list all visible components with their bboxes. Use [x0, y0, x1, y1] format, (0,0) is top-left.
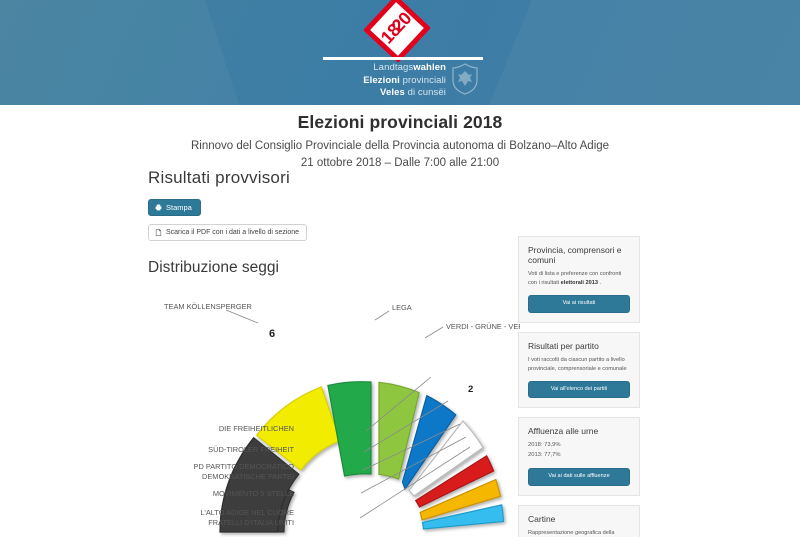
turnout-2013: 2013: 77,7% [528, 452, 561, 459]
card-description: I voti raccolti da ciascun partito a liv… [528, 356, 627, 372]
logo-line2-light: provinciali [399, 74, 446, 86]
print-button[interactable]: Stampa [148, 198, 201, 217]
logo-divider-rule [323, 57, 483, 60]
go-to-results-button[interactable]: Vai ai risultati [528, 295, 630, 313]
card-text-c: . [597, 280, 602, 287]
leader-pd [362, 423, 461, 471]
card-text-b: elettorali 2013 [560, 280, 598, 287]
seat-chart-svg: 15 6 4 3 2 2 1 1 1 [164, 302, 520, 533]
seat-label-stf: 2 [468, 384, 473, 395]
print-button-label: Stampa [166, 202, 192, 212]
turnout-2018: 2018: 73,9% [528, 442, 561, 449]
seat-label-freiheitlichen: 2 [444, 353, 449, 364]
callout-pd-line2: DEMOKRATISCHE PARTEI [202, 472, 294, 481]
site-logo[interactable]: 20 18 Landtagswahlen Elezioni provincial… [318, 0, 488, 103]
seat-label-aanc: 1 [493, 442, 498, 452]
card-affluenza-alle-urne: Affluenza alle urne 2018: 73,9% 2013: 77… [518, 417, 640, 496]
segment-lega[interactable] [327, 381, 372, 478]
go-to-turnout-button[interactable]: Vai ai dati sulle affluenze [528, 468, 630, 486]
leader-m5s [360, 436, 467, 494]
card-title: Affluenza alle urne [528, 426, 599, 437]
sidebar-cards: Provincia, comprensori e comuni Voti di … [518, 236, 640, 537]
card-text-a: Voti di lista e preferenze con confronti… [528, 271, 622, 287]
download-pdf-label: Scarica il PDF con i dati a livello di s… [166, 229, 300, 237]
seat-segments-group [219, 381, 505, 533]
seat-distribution-chart: 15 6 4 3 2 2 1 1 1 [148, 279, 520, 537]
results-column: Risultati provvisori Stampa Scarica il P… [148, 168, 520, 537]
callout-team-kollensperger: TEAM KÖLLENSPERGER [164, 302, 252, 311]
logo-line3-bold: Veles [380, 87, 405, 99]
segment-movimento-5-stelle[interactable] [419, 478, 502, 522]
callout-verdi: VERDI - GRÜNE - VERC [446, 322, 520, 331]
logo-wordmark: Landtagswahlen Elezioni provinciali Vele… [318, 62, 446, 100]
segment-alto-adige-nel-cuore[interactable] [421, 504, 505, 530]
logo-line1-light: Landtags [373, 62, 414, 73]
seat-label-verdi: 3 [406, 326, 412, 337]
callout-sued-tiroler-freiheit: SÜD-TIROLER FREIHEIT [208, 445, 294, 454]
leader-verdi [424, 326, 444, 339]
page-subtitle: Rinnovo del Consiglio Provinciale della … [0, 138, 800, 171]
printer-icon [155, 204, 162, 211]
document-icon [155, 229, 162, 237]
callout-aanc-line2: FRATELLI D'ITALIA UNITI [208, 518, 294, 527]
site-banner: 20 18 Landtagswahlen Elezioni provincial… [0, 0, 800, 105]
card-title: Provincia, comprensori e comuni [528, 245, 622, 265]
segment-pd[interactable] [414, 455, 495, 509]
logo-line3-light: di cunsëi [404, 87, 446, 99]
segment-team-kollensperger[interactable] [255, 386, 341, 472]
page-subtitle-line2: 21 ottobre 2018 – Dalle 7:00 alle 21:00 [300, 156, 500, 169]
leader-freiheitlichen [365, 376, 432, 432]
section-title: Risultati provvisori [148, 168, 290, 187]
card-provincia-comprensori-comuni: Provincia, comprensori e comuni Voti di … [518, 236, 640, 323]
callout-aanc-line1: L'ALTO ADIGE NEL CUORE [200, 508, 294, 517]
card-description: Rappresentazione geografica della distri… [528, 529, 615, 536]
card-title: Cartine [528, 513, 556, 524]
logo-line1-bold: wahlen [413, 62, 446, 73]
callout-lega: LEGA [392, 303, 412, 312]
seat-label-svp: 15 [209, 432, 221, 444]
leader-team [225, 309, 259, 324]
segment-sued-tiroler-freiheit[interactable] [408, 420, 484, 498]
banner-sheen-right [486, 0, 800, 105]
seat-label-lega: 4 [348, 312, 355, 324]
page-subtitle-line1: Rinnovo del Consiglio Provinciale della … [190, 140, 610, 152]
logo-line2-bold: Elezioni [363, 74, 400, 86]
leader-stf [363, 400, 449, 453]
callout-movimento-5-stelle: MOVIMENTO 5 STELLE [213, 489, 294, 498]
card-risultati-per-partito: Risultati per partito I voti raccolti da… [518, 331, 640, 409]
callout-die-freiheitlichen: DIE FREIHEITLICHEN [219, 424, 294, 433]
leader-lega [374, 310, 390, 321]
south-tyrol-eagle-crest-icon [452, 63, 478, 95]
callout-pd-line1: PD PARTITO DEMOCRATICO [194, 462, 295, 471]
segment-svp-body[interactable] [219, 437, 300, 533]
banner-sheen-left [0, 0, 247, 105]
page-title: Elezioni provinciali 2018 [297, 112, 503, 132]
card-cartine: Cartine Rappresentazione geografica dell… [518, 504, 640, 537]
seat-label-team: 6 [269, 328, 275, 340]
leader-aanc [359, 446, 471, 519]
content-area: Risultati provvisori Stampa Scarica il P… [0, 168, 800, 537]
chart-title: Distribuzione seggi [148, 259, 279, 277]
callout-labels: TEAM KÖLLENSPERGER LEGA VERDI - GRÜNE - … [164, 302, 520, 527]
seat-label-pd: 1 [482, 412, 487, 422]
seat-label-m5s: 1 [489, 427, 494, 437]
go-to-parties-button[interactable]: Vai all'elenco dei partiti [528, 380, 630, 399]
page-title-block: Elezioni provinciali 2018 Rinnovo del Co… [0, 112, 800, 171]
callout-lines [225, 309, 471, 519]
card-title: Risultati per partito [528, 340, 599, 351]
card-description: Voti di lista e preferenze con confronti… [528, 270, 630, 288]
download-pdf-button[interactable]: Scarica il PDF con i dati a livello di s… [148, 224, 308, 242]
logo-year-text: 20 18 [367, 0, 426, 59]
